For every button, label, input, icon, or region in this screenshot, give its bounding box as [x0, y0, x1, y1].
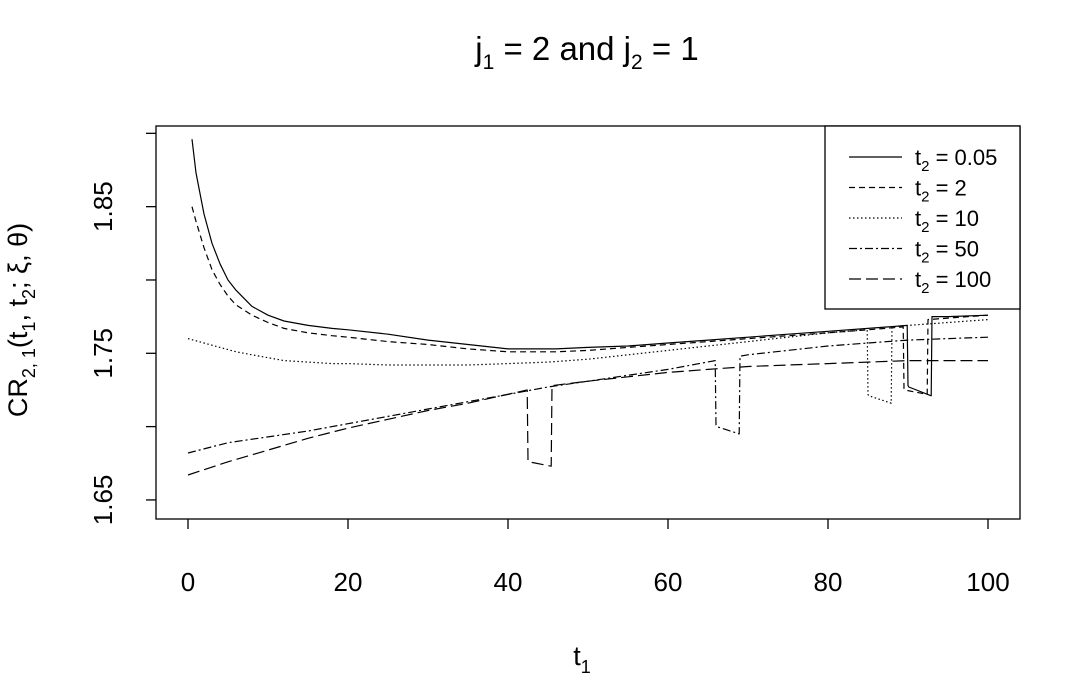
legend-label-5: t2 = 100	[915, 267, 991, 297]
series-line-2	[191, 206, 989, 395]
legend-label-1: t2 = 0.05	[915, 145, 997, 175]
series-line-3	[187, 319, 989, 404]
x-tick-label: 40	[494, 567, 523, 597]
plot-frame	[155, 125, 1021, 520]
series-line-4	[187, 336, 989, 454]
x-tick-label: 80	[814, 567, 843, 597]
legend-label-2: t2 = 2	[915, 176, 967, 206]
series-line-1	[191, 139, 989, 397]
x-axis-label: t1	[573, 641, 591, 677]
y-axis-label: CR2, 1(t1, t2; ξ, θ)	[3, 223, 39, 417]
x-tick-label: 60	[654, 567, 683, 597]
legend-label-3: t2 = 10	[915, 206, 979, 236]
legend-label-4: t2 = 50	[915, 237, 979, 267]
x-axis: 0 20 40 60 80 100	[181, 519, 1010, 597]
x-tick-label: 0	[181, 567, 195, 597]
series-layer	[187, 139, 989, 476]
series-line-5	[187, 360, 988, 476]
x-tick-label: 20	[334, 567, 363, 597]
y-tick-label: 1.85	[88, 181, 118, 232]
x-tick-label: 100	[966, 567, 1009, 597]
chart-title: j1 = 2 and j2 = 1	[474, 30, 698, 74]
y-axis: 1.65 1.75 1.85	[88, 132, 156, 526]
y-tick-label: 1.75	[88, 328, 118, 379]
y-tick-label: 1.65	[88, 475, 118, 526]
